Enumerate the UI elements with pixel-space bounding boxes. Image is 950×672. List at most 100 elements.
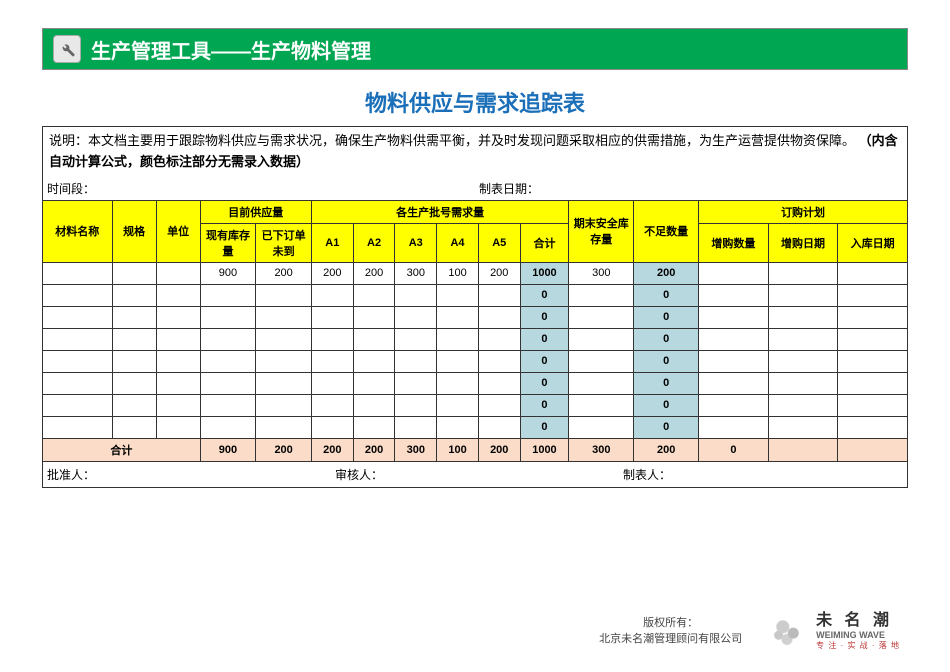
cell-pd bbox=[768, 350, 838, 372]
cell-short: 0 bbox=[634, 350, 699, 372]
total-pq: 0 bbox=[699, 438, 769, 461]
col-a1: A1 bbox=[311, 223, 353, 262]
cell-a2 bbox=[353, 284, 395, 306]
col-plan-in: 入库日期 bbox=[838, 223, 908, 262]
total-a2: 200 bbox=[353, 438, 395, 461]
col-stock: 现有库存量 bbox=[200, 223, 256, 262]
cell-a1 bbox=[311, 394, 353, 416]
cell-pd bbox=[768, 306, 838, 328]
col-material: 材料名称 bbox=[43, 200, 113, 262]
cell-stock bbox=[200, 372, 256, 394]
cell-pq bbox=[699, 416, 769, 438]
cell-pq bbox=[699, 350, 769, 372]
total-a1: 200 bbox=[311, 438, 353, 461]
cell-pq bbox=[699, 328, 769, 350]
cell-unit bbox=[156, 350, 200, 372]
cell-name bbox=[43, 328, 113, 350]
cell-sum: 1000 bbox=[520, 262, 569, 284]
meta-row: 时间段： 制表日期： bbox=[42, 177, 908, 200]
total-pd bbox=[768, 438, 838, 461]
total-row: 合计 900 200 200 200 300 100 200 1000 300 … bbox=[43, 438, 908, 461]
cell-pi bbox=[838, 350, 908, 372]
banner: 生产管理工具——生产物料管理 bbox=[42, 28, 908, 70]
cell-sum: 0 bbox=[520, 394, 569, 416]
cell-stock bbox=[200, 350, 256, 372]
table-row: 00 bbox=[43, 306, 908, 328]
cell-pd bbox=[768, 416, 838, 438]
table-row: 00 bbox=[43, 416, 908, 438]
cell-a4 bbox=[437, 306, 479, 328]
col-plan-date: 增购日期 bbox=[768, 223, 838, 262]
period-label: 时间段： bbox=[43, 177, 475, 200]
cell-stock bbox=[200, 328, 256, 350]
banner-title: 生产管理工具——生产物料管理 bbox=[91, 35, 371, 64]
total-safety: 300 bbox=[569, 438, 634, 461]
cell-a3 bbox=[395, 284, 437, 306]
approver-label: 批准人： bbox=[43, 462, 331, 487]
table-row: 00 bbox=[43, 284, 908, 306]
preparer-label: 制表人： bbox=[619, 462, 907, 487]
col-supply-group: 目前供应量 bbox=[200, 200, 311, 223]
desc-text: 说明：本文档主要用于跟踪物料供应与需求状况，确保生产物料供需平衡，并及时发现问题… bbox=[49, 133, 855, 148]
copyright-label: 版权所有： bbox=[599, 615, 742, 632]
cell-unit bbox=[156, 284, 200, 306]
logo-tag: 专 注 · 实 战 · 落 地 bbox=[816, 641, 900, 651]
cell-safety bbox=[569, 284, 634, 306]
col-plan-qty: 增购数量 bbox=[699, 223, 769, 262]
table-row: 00 bbox=[43, 328, 908, 350]
cell-unit bbox=[156, 372, 200, 394]
cell-safety bbox=[569, 416, 634, 438]
cell-a5 bbox=[478, 416, 520, 438]
cell-pi bbox=[838, 416, 908, 438]
cell-stock bbox=[200, 416, 256, 438]
cell-a3 bbox=[395, 328, 437, 350]
cell-name bbox=[43, 262, 113, 284]
col-demand-group: 各生产批号需求量 bbox=[311, 200, 568, 223]
cell-pending bbox=[256, 284, 312, 306]
col-a3: A3 bbox=[395, 223, 437, 262]
cell-a5 bbox=[478, 306, 520, 328]
total-short: 200 bbox=[634, 438, 699, 461]
cell-pi bbox=[838, 306, 908, 328]
cell-unit bbox=[156, 328, 200, 350]
col-shortage: 不足数量 bbox=[634, 200, 699, 262]
logo-icon bbox=[766, 610, 808, 652]
cell-pending: 200 bbox=[256, 262, 312, 284]
cell-spec bbox=[112, 328, 156, 350]
col-plan-group: 订购计划 bbox=[699, 200, 908, 223]
cell-safety bbox=[569, 350, 634, 372]
cell-pending bbox=[256, 372, 312, 394]
cell-a4 bbox=[437, 284, 479, 306]
cell-pi bbox=[838, 262, 908, 284]
cell-a3 bbox=[395, 394, 437, 416]
cell-a3 bbox=[395, 416, 437, 438]
cell-short: 0 bbox=[634, 306, 699, 328]
cell-name bbox=[43, 284, 113, 306]
cell-short: 200 bbox=[634, 262, 699, 284]
cell-short: 0 bbox=[634, 372, 699, 394]
table-row: 9002002002003001002001000300200 bbox=[43, 262, 908, 284]
cell-pi bbox=[838, 372, 908, 394]
cell-unit bbox=[156, 416, 200, 438]
cell-pi bbox=[838, 284, 908, 306]
cell-sum: 0 bbox=[520, 306, 569, 328]
cell-a3: 300 bbox=[395, 262, 437, 284]
cell-pq bbox=[699, 284, 769, 306]
cell-name bbox=[43, 306, 113, 328]
cell-a3 bbox=[395, 372, 437, 394]
cell-sum: 0 bbox=[520, 284, 569, 306]
cell-pq bbox=[699, 372, 769, 394]
cell-a1 bbox=[311, 328, 353, 350]
total-a4: 100 bbox=[437, 438, 479, 461]
date-label: 制表日期： bbox=[475, 177, 907, 200]
cell-safety: 300 bbox=[569, 262, 634, 284]
cell-a4 bbox=[437, 350, 479, 372]
cell-safety bbox=[569, 394, 634, 416]
cell-spec bbox=[112, 306, 156, 328]
cell-a4 bbox=[437, 416, 479, 438]
cell-pd bbox=[768, 262, 838, 284]
cell-a1: 200 bbox=[311, 262, 353, 284]
cell-pending bbox=[256, 350, 312, 372]
cell-a2 bbox=[353, 416, 395, 438]
cell-a1 bbox=[311, 372, 353, 394]
